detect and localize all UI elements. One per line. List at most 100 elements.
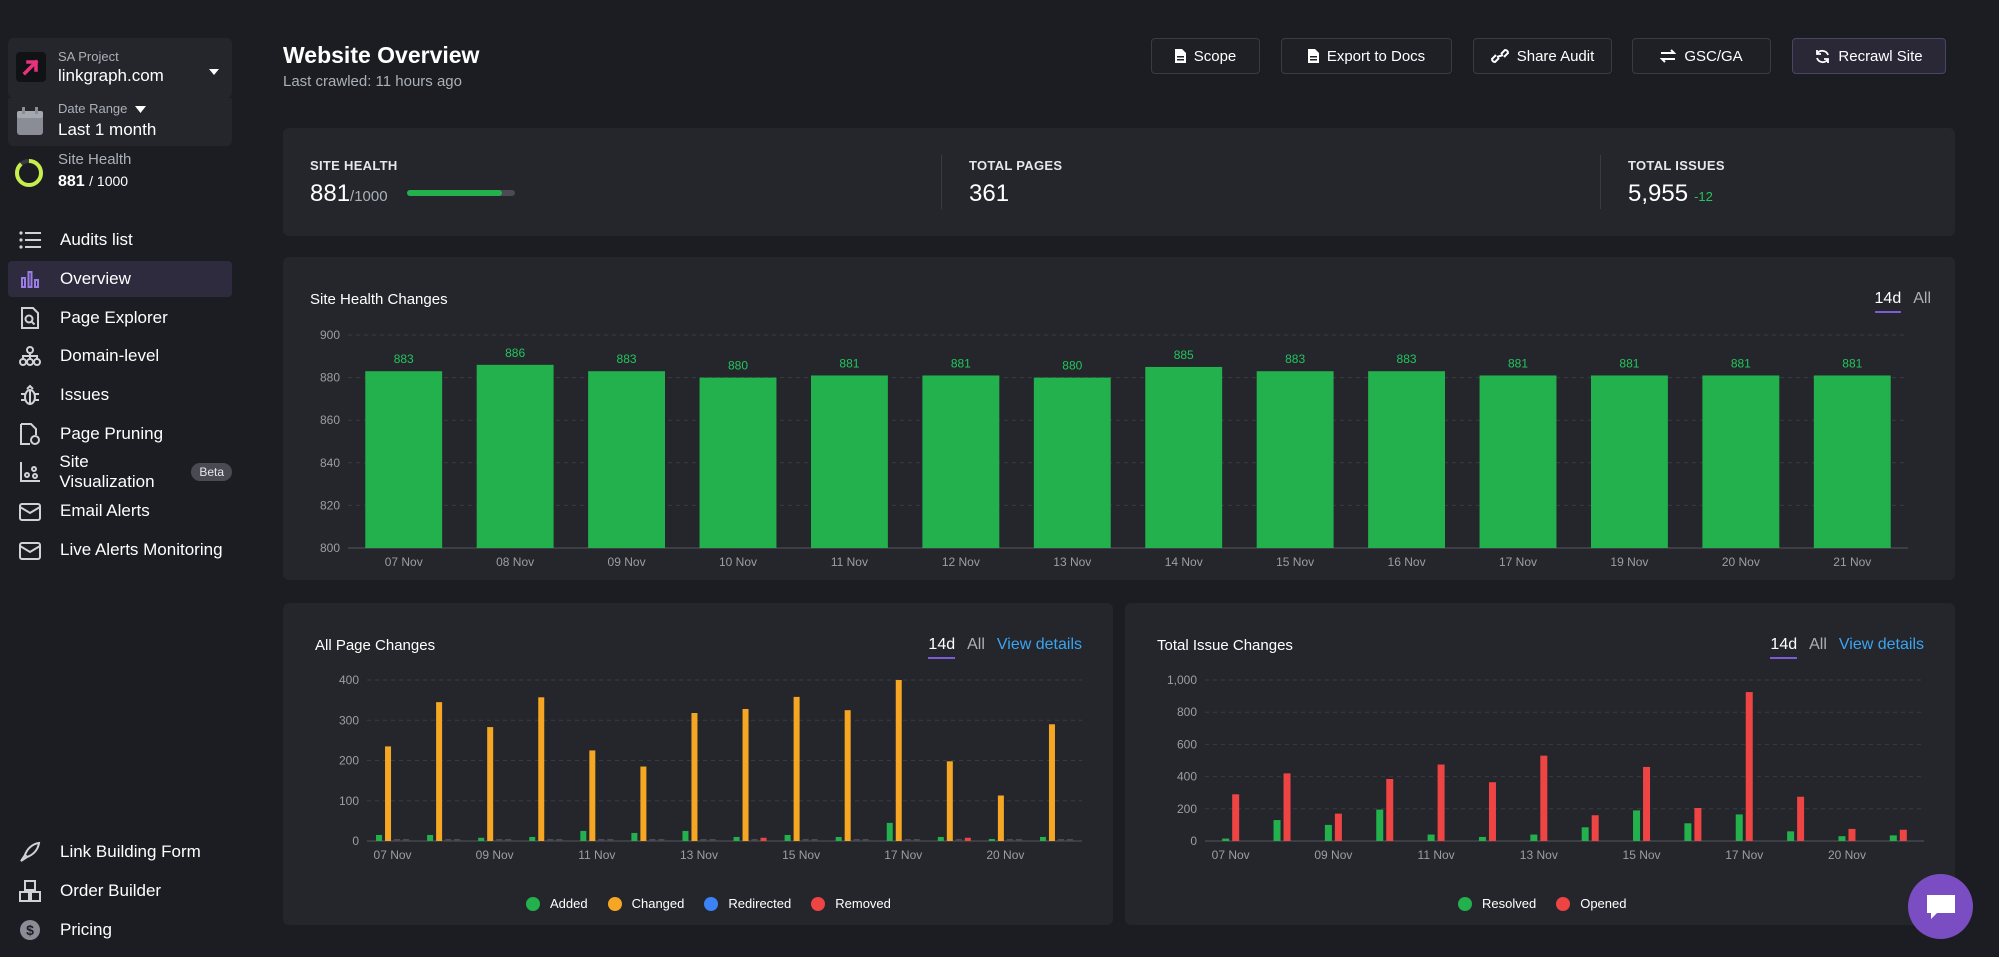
sidebar-item-overview[interactable]: Overview bbox=[8, 261, 232, 297]
sidebar-item-email-alerts[interactable]: Email Alerts bbox=[8, 493, 232, 529]
x-tick-label: 20 Nov bbox=[1828, 848, 1866, 862]
sidebar-item-order-builder[interactable]: Order Builder bbox=[8, 873, 232, 909]
sidebar-item-label: Issues bbox=[60, 385, 110, 404]
x-tick-label: 11 Nov bbox=[831, 555, 868, 569]
bar bbox=[1540, 755, 1548, 841]
share-audit-button[interactable]: Share Audit bbox=[1473, 38, 1612, 74]
x-tick-label: 19 Nov bbox=[1610, 555, 1648, 569]
tab-all[interactable]: All bbox=[1809, 636, 1827, 653]
bar bbox=[1324, 824, 1332, 841]
x-tick-label: 09 Nov bbox=[1314, 848, 1352, 862]
gsc-ga-button[interactable]: GSC/GA bbox=[1632, 38, 1771, 74]
x-tick-label: 14 Nov bbox=[1165, 555, 1203, 569]
sidebar-item-label: Overview bbox=[60, 269, 131, 288]
legend-label: Changed bbox=[631, 896, 685, 911]
data-label: 881 bbox=[1508, 356, 1528, 370]
sidebar-item-label: Page Explorer bbox=[60, 308, 168, 327]
sidebar-item-pricing[interactable]: $ Pricing bbox=[8, 912, 232, 948]
sidebar: SA Project linkgraph.com Date Range Last… bbox=[0, 0, 240, 957]
sidebar-item-site-visualization[interactable]: Site Visualization Beta bbox=[8, 452, 232, 491]
sidebar-item-domain-level[interactable]: Domain-level bbox=[8, 338, 232, 374]
sidebar-item-issues[interactable]: Issues bbox=[8, 377, 232, 413]
x-tick-label: 17 Nov bbox=[1499, 555, 1537, 569]
sidebar-item-page-explorer[interactable]: Page Explorer bbox=[8, 300, 232, 336]
legend-item-changed[interactable]: Changed bbox=[607, 896, 685, 911]
tab-14d[interactable]: 14d bbox=[928, 636, 956, 659]
site-health-progress-fill bbox=[407, 190, 503, 196]
bar bbox=[793, 696, 800, 841]
x-tick-label: 15 Nov bbox=[782, 848, 820, 862]
bar bbox=[1033, 377, 1111, 548]
x-tick-label: 16 Nov bbox=[1388, 555, 1426, 569]
x-tick-label: 17 Nov bbox=[884, 848, 922, 862]
x-tick-label: 13 Nov bbox=[1520, 848, 1558, 862]
y-tick-label: 800 bbox=[1177, 705, 1197, 719]
linkgraph-logo-icon bbox=[16, 52, 46, 82]
bar bbox=[709, 838, 716, 841]
bar bbox=[580, 830, 587, 841]
bar bbox=[476, 364, 554, 548]
sidebar-item-label: Page Pruning bbox=[60, 424, 164, 443]
site-health-stat-max: /1000 bbox=[350, 188, 388, 205]
sidebar-item-page-pruning[interactable]: Page Pruning bbox=[8, 416, 232, 452]
bar bbox=[886, 822, 893, 841]
bar bbox=[1437, 764, 1445, 841]
legend-item-opened[interactable]: Opened bbox=[1556, 896, 1626, 911]
sidebar-item-live-alerts-monitoring[interactable]: Live Alerts Monitoring bbox=[8, 532, 232, 568]
view-details-link[interactable]: View details bbox=[1838, 636, 1924, 653]
y-tick-label: 880 bbox=[320, 371, 340, 385]
x-tick-label: 07 Nov bbox=[1212, 848, 1250, 862]
bar bbox=[394, 838, 401, 841]
bar bbox=[862, 838, 869, 841]
y-tick-label: 200 bbox=[1177, 802, 1197, 816]
bar bbox=[1232, 794, 1240, 841]
bar bbox=[733, 836, 740, 841]
mail-icon bbox=[18, 538, 42, 562]
bar bbox=[802, 838, 809, 841]
data-label: 881 bbox=[1731, 356, 1751, 370]
x-tick-label: 20 Nov bbox=[1722, 555, 1760, 569]
bar bbox=[964, 837, 971, 841]
bar bbox=[1889, 835, 1897, 841]
legend-item-added[interactable]: Added bbox=[526, 896, 588, 911]
data-label: 886 bbox=[505, 346, 525, 360]
share-button-label: Share Audit bbox=[1516, 47, 1595, 65]
bar bbox=[1745, 692, 1753, 841]
bar bbox=[1039, 836, 1046, 841]
site-health-changes-card: Site Health Changes 14d All 800 820 840 860… bbox=[283, 257, 1955, 580]
chart-title: All Page Changes bbox=[315, 637, 436, 654]
tab-14d[interactable]: 14d bbox=[1770, 636, 1798, 659]
sidebar-item-audits-list[interactable]: Audits list bbox=[8, 222, 232, 258]
tab-14d[interactable]: 14d bbox=[1874, 290, 1902, 313]
chat-widget-button[interactable] bbox=[1908, 874, 1973, 939]
page-title: Website Overview bbox=[283, 42, 480, 68]
bar bbox=[529, 836, 536, 841]
legend-item-resolved[interactable]: Resolved bbox=[1458, 896, 1536, 911]
bar bbox=[955, 838, 962, 841]
total-pages-label: TOTAL PAGES bbox=[969, 158, 1063, 173]
x-tick-label: 13 Nov bbox=[680, 848, 718, 862]
bar bbox=[649, 838, 656, 841]
data-label: 881 bbox=[1619, 356, 1639, 370]
legend-item-removed[interactable]: Removed bbox=[811, 896, 891, 911]
bar bbox=[385, 746, 392, 841]
stats-card: SITE HEALTH 881/1000 TOTAL PAGES 361 TOT… bbox=[283, 128, 1955, 236]
legend-label: Resolved bbox=[1482, 896, 1537, 911]
tab-all[interactable]: All bbox=[1913, 290, 1931, 307]
export-to-docs-button[interactable]: Export to Docs bbox=[1281, 38, 1452, 74]
bar bbox=[631, 832, 638, 841]
divider bbox=[1600, 155, 1601, 209]
divider bbox=[941, 155, 942, 209]
recrawl-site-button[interactable]: Recrawl Site bbox=[1792, 38, 1946, 74]
tab-all[interactable]: All bbox=[967, 636, 985, 653]
project-selector[interactable]: SA Project linkgraph.com bbox=[8, 38, 232, 98]
bar bbox=[496, 838, 503, 841]
legend-item-redirected[interactable]: Redirected bbox=[704, 896, 791, 911]
recrawl-button-label: Recrawl Site bbox=[1838, 47, 1923, 65]
scope-button[interactable]: Scope bbox=[1151, 38, 1260, 74]
bar bbox=[699, 377, 777, 548]
view-details-link[interactable]: View details bbox=[996, 636, 1082, 653]
date-range-selector[interactable]: Date Range Last 1 month bbox=[8, 98, 232, 146]
svg-text:$: $ bbox=[26, 922, 34, 938]
sidebar-item-link-building-form[interactable]: Link Building Form bbox=[8, 834, 232, 870]
